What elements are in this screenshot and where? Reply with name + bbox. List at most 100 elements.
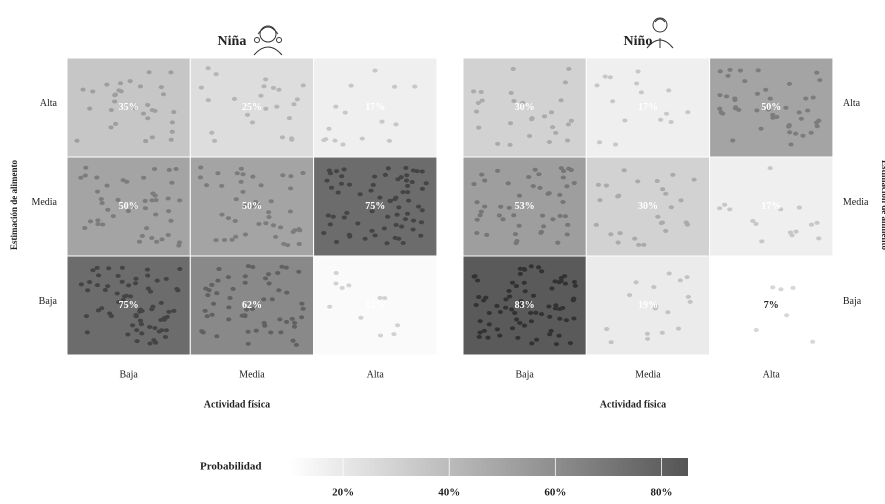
dot bbox=[171, 110, 177, 115]
dot bbox=[666, 271, 672, 276]
dot bbox=[394, 323, 401, 328]
dot bbox=[668, 205, 674, 210]
dot bbox=[358, 315, 364, 320]
dot bbox=[175, 288, 181, 293]
dot bbox=[484, 232, 490, 237]
dot bbox=[326, 126, 332, 131]
dot bbox=[346, 283, 352, 288]
dot bbox=[159, 237, 165, 242]
dot bbox=[557, 213, 563, 218]
dot bbox=[219, 212, 225, 217]
dot bbox=[106, 266, 112, 271]
dot bbox=[518, 299, 524, 304]
dot bbox=[617, 231, 623, 236]
dot bbox=[473, 109, 480, 114]
dot bbox=[362, 236, 368, 241]
dot bbox=[548, 328, 554, 333]
dot bbox=[560, 175, 566, 180]
dot bbox=[112, 93, 118, 98]
dot bbox=[547, 314, 553, 319]
dot bbox=[230, 286, 236, 291]
dot bbox=[660, 187, 666, 192]
dot bbox=[147, 341, 153, 346]
dot bbox=[717, 69, 723, 74]
dot bbox=[393, 195, 399, 200]
dot bbox=[634, 81, 640, 86]
dot bbox=[784, 313, 790, 318]
dot bbox=[663, 111, 670, 116]
dot bbox=[754, 108, 760, 113]
dot bbox=[138, 322, 145, 327]
dot bbox=[113, 121, 119, 126]
value-label: 30% bbox=[515, 102, 535, 113]
dot bbox=[342, 110, 348, 115]
dot bbox=[509, 280, 516, 285]
dot bbox=[608, 232, 614, 237]
value-label: 53% bbox=[515, 201, 535, 212]
dot bbox=[525, 300, 531, 305]
x-tick-label: Alta bbox=[367, 369, 385, 380]
dot bbox=[344, 210, 350, 215]
dot bbox=[479, 98, 485, 103]
dot bbox=[665, 310, 671, 315]
dot bbox=[553, 303, 559, 308]
dot bbox=[537, 185, 543, 190]
dot bbox=[176, 240, 183, 245]
dot bbox=[622, 118, 628, 123]
dot bbox=[268, 199, 274, 204]
y-axis-label: Estimación de alimento bbox=[880, 160, 885, 250]
dot bbox=[727, 207, 733, 212]
dot bbox=[486, 322, 492, 327]
dot bbox=[213, 72, 219, 77]
dot bbox=[116, 300, 122, 305]
dot bbox=[341, 215, 347, 220]
y-tick-label: Media bbox=[31, 197, 57, 208]
dot bbox=[786, 124, 792, 129]
dot bbox=[99, 306, 105, 311]
dot bbox=[233, 197, 239, 202]
dot bbox=[475, 278, 481, 283]
dot bbox=[369, 209, 375, 214]
dot bbox=[120, 298, 126, 303]
dot bbox=[733, 105, 739, 110]
dot bbox=[209, 282, 215, 287]
dot bbox=[225, 275, 232, 280]
dot bbox=[720, 111, 726, 116]
dot bbox=[814, 124, 820, 129]
dot bbox=[558, 98, 564, 103]
value-label: 17% bbox=[761, 201, 781, 212]
dot bbox=[477, 213, 483, 218]
dot bbox=[808, 222, 815, 227]
dot bbox=[722, 202, 728, 207]
dot bbox=[333, 271, 339, 276]
dot bbox=[571, 181, 577, 186]
dot bbox=[658, 117, 664, 122]
dot bbox=[687, 299, 693, 304]
dot bbox=[536, 172, 542, 177]
dot bbox=[560, 169, 567, 174]
dot bbox=[477, 330, 483, 335]
dot bbox=[509, 326, 516, 331]
dot bbox=[478, 209, 484, 214]
dot bbox=[177, 266, 183, 271]
dot bbox=[110, 214, 116, 219]
dot bbox=[786, 81, 793, 86]
dot bbox=[168, 218, 174, 223]
dot bbox=[168, 70, 174, 75]
dot bbox=[406, 198, 412, 203]
dot bbox=[229, 237, 235, 242]
dot bbox=[675, 326, 682, 331]
colorbar bbox=[290, 458, 688, 476]
dot bbox=[530, 184, 536, 189]
dot bbox=[732, 98, 738, 103]
dot bbox=[419, 169, 425, 174]
colorbar-tick-label: 60% bbox=[544, 487, 566, 499]
dot bbox=[668, 119, 674, 124]
dot bbox=[291, 102, 297, 107]
dot bbox=[219, 183, 225, 188]
dot bbox=[324, 178, 330, 183]
dot bbox=[143, 226, 150, 231]
dot bbox=[355, 221, 361, 226]
dot bbox=[604, 327, 610, 332]
dot bbox=[245, 264, 252, 269]
